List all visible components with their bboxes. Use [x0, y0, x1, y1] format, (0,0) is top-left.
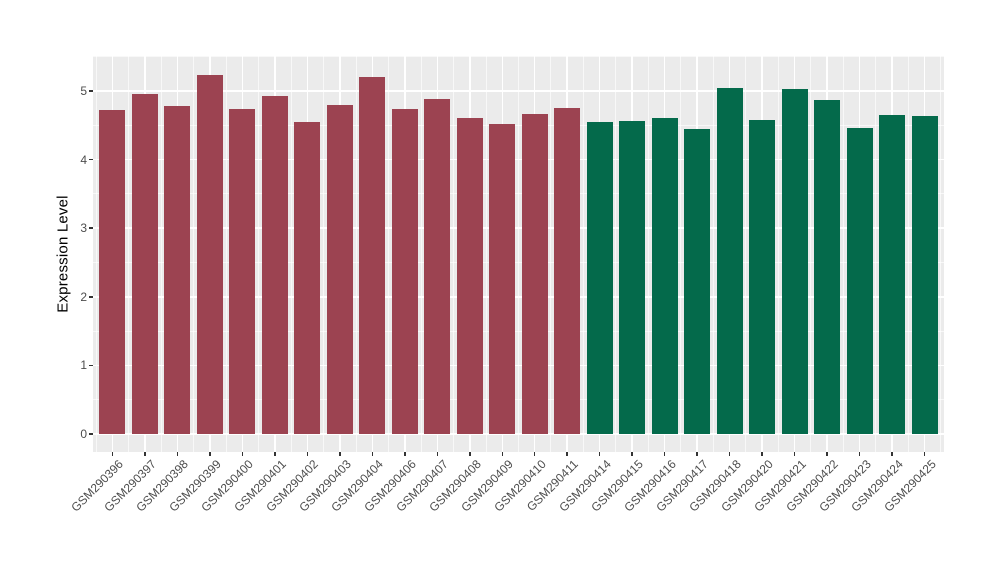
y-tick-mark [89, 90, 93, 92]
bar-GSM290398 [164, 105, 191, 434]
bar-GSM290414 [586, 122, 613, 434]
x-gridline-minor [647, 56, 649, 452]
x-tick-mark [501, 452, 503, 456]
x-gridline-minor [582, 56, 584, 452]
y-tick-mark [89, 158, 93, 161]
bar-GSM290425 [911, 115, 938, 434]
x-gridline-minor [842, 56, 844, 452]
bar-GSM290400 [229, 109, 256, 434]
x-tick-mark [826, 452, 828, 456]
bar-GSM290416 [651, 118, 678, 434]
x-gridline-minor [550, 56, 552, 452]
x-tick-mark [371, 452, 374, 456]
x-tick-mark [404, 452, 406, 456]
y-gridline-major [93, 433, 944, 435]
x-gridline-minor [388, 56, 390, 452]
bar-GSM290403 [326, 105, 353, 434]
x-gridline-minor [907, 56, 909, 452]
x-tick-mark [144, 452, 146, 456]
bar-GSM290423 [846, 127, 873, 434]
x-gridline-minor [420, 56, 422, 452]
bar-GSM290424 [879, 114, 906, 434]
x-gridline-minor [810, 56, 812, 452]
y-gridline-major [93, 90, 944, 92]
y-tick-mark [89, 227, 93, 229]
x-gridline-minor [518, 56, 519, 452]
y-tick-mark [89, 296, 93, 298]
y-tick-label: 5 [80, 83, 87, 98]
x-gridline-minor [290, 56, 292, 452]
x-tick-mark [728, 452, 731, 456]
bar-GSM290420 [749, 119, 776, 434]
bar-GSM290409 [489, 123, 516, 434]
y-tick-label: 3 [80, 221, 87, 236]
y-tick-mark [89, 433, 93, 435]
x-gridline-minor [128, 56, 130, 452]
x-tick-mark [923, 452, 926, 456]
x-gridline-minor [485, 56, 487, 452]
x-tick-mark [663, 452, 666, 456]
x-gridline-minor [712, 56, 714, 452]
x-tick-mark [533, 452, 536, 456]
plot-panel [93, 56, 944, 452]
x-tick-mark [306, 452, 309, 456]
x-gridline-minor [680, 56, 682, 452]
bar-GSM290410 [521, 114, 548, 434]
y-tick-mark [89, 364, 93, 367]
x-tick-mark [176, 452, 179, 456]
x-gridline-minor [355, 56, 357, 452]
bar-GSM290401 [261, 95, 288, 434]
bar-GSM290411 [554, 108, 581, 434]
x-gridline-minor [453, 56, 455, 452]
bar-GSM290397 [131, 93, 158, 434]
bar-GSM290404 [359, 77, 386, 434]
x-gridline-minor [160, 56, 162, 452]
bar-GSM290418 [716, 88, 743, 434]
x-gridline-minor [193, 56, 195, 452]
y-gridline-major [93, 296, 944, 298]
bar-GSM290415 [619, 121, 646, 434]
x-tick-mark [631, 452, 633, 456]
x-gridline-minor [940, 56, 942, 452]
x-gridline-minor [745, 56, 747, 452]
x-gridline-minor [225, 56, 227, 452]
bar-GSM290421 [781, 88, 808, 434]
x-tick-mark [761, 452, 763, 456]
bar-GSM290399 [196, 75, 223, 434]
bar-GSM290422 [814, 99, 841, 434]
bar-GSM290402 [294, 121, 321, 434]
y-tick-label: 2 [80, 289, 87, 304]
x-gridline-minor [875, 56, 877, 452]
bar-GSM290407 [424, 99, 451, 434]
x-tick-mark [436, 452, 439, 456]
x-gridline-minor [323, 56, 325, 452]
x-tick-mark [696, 452, 698, 456]
x-tick-mark [858, 452, 861, 456]
y-tick-label: 1 [80, 358, 87, 373]
bar-GSM290406 [391, 109, 418, 434]
x-tick-mark [598, 452, 601, 456]
bar-GSM290396 [99, 110, 126, 434]
y-gridline-major [93, 227, 944, 229]
y-gridline-major [93, 364, 944, 367]
x-tick-mark [891, 452, 893, 456]
x-tick-mark [209, 452, 211, 456]
x-tick-mark [793, 452, 796, 456]
bar-GSM290417 [684, 129, 711, 434]
bar-GSM290408 [456, 117, 483, 434]
x-gridline-minor [258, 56, 260, 452]
x-tick-mark [469, 452, 471, 456]
x-tick-mark [241, 452, 244, 456]
x-tick-mark [274, 452, 276, 456]
x-tick-mark [566, 452, 568, 456]
x-gridline-minor [95, 56, 97, 452]
y-tick-label: 0 [80, 427, 87, 441]
x-gridline-minor [777, 56, 779, 452]
y-gridline-major [93, 158, 944, 161]
x-tick-mark [339, 452, 341, 456]
y-tick-label: 4 [80, 152, 87, 167]
x-gridline-minor [615, 56, 617, 452]
x-tick-mark [111, 452, 114, 456]
